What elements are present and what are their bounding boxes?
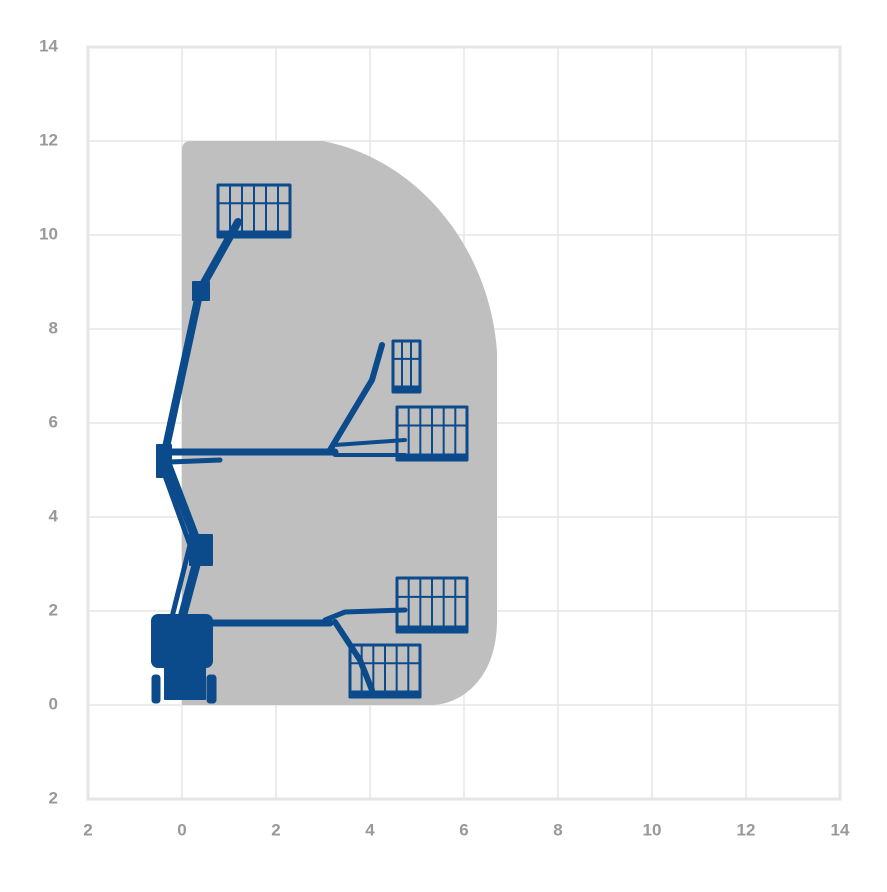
basket-floor: [396, 625, 468, 633]
basket-floor: [392, 385, 421, 393]
y-tick-label: 2: [49, 600, 58, 619]
basket-floor: [349, 690, 421, 698]
y-tick-label: 0: [49, 694, 58, 713]
basket-floor: [217, 230, 291, 238]
working-envelope: [182, 141, 497, 705]
x-tick-label: 0: [177, 820, 186, 839]
x-tick-label: 14: [831, 820, 850, 839]
x-tick-label: 8: [553, 820, 562, 839]
x-tick-label: 10: [643, 820, 662, 839]
y-tick-label: 2: [49, 788, 58, 807]
basket-floor: [396, 453, 468, 461]
y-tick-label: 12: [39, 130, 58, 149]
ticks: 2 0 2 4 6 8 10 12 14 2 0 2 4 6 8 10 12 14: [39, 36, 850, 839]
y-tick-label: 4: [49, 506, 59, 525]
lift: [151, 183, 469, 704]
plot-border: [86, 45, 842, 801]
x-tick-label: 6: [459, 820, 468, 839]
y-tick-label: 10: [39, 224, 58, 243]
x-tick-label: 2: [83, 820, 92, 839]
x-tick-label: 2: [271, 820, 280, 839]
y-tick-label: 14: [39, 36, 58, 55]
y-tick-label: 6: [49, 412, 58, 431]
x-tick-label: 12: [737, 820, 756, 839]
y-tick-label: 8: [49, 318, 58, 337]
x-tick-label: 4: [365, 820, 375, 839]
